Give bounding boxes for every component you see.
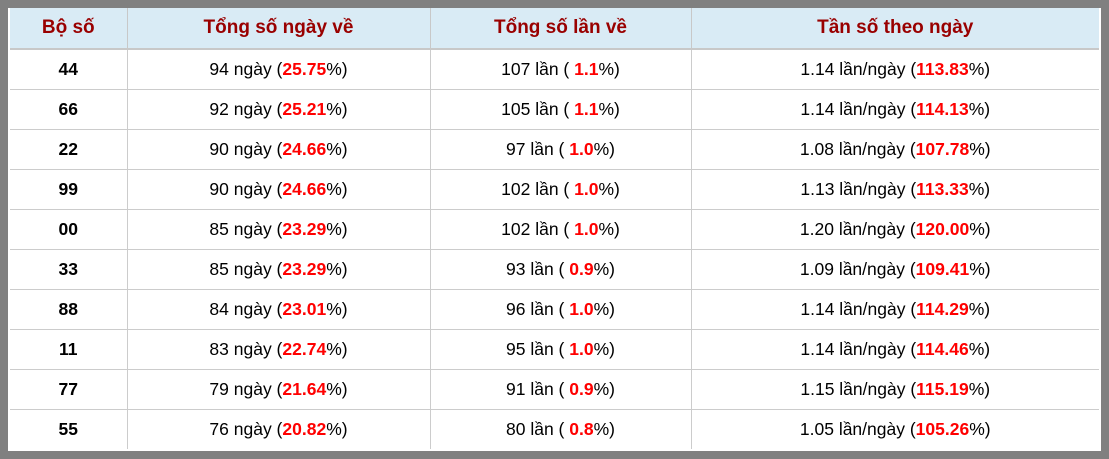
pair-cell: 55 bbox=[10, 409, 128, 449]
frequency-cell: 1.14 lần/ngày (114.13%) bbox=[691, 89, 1099, 131]
pair-cell: 44 bbox=[10, 49, 128, 91]
highlight-percent: 24.66 bbox=[282, 139, 327, 160]
total-days-cell: 85 ngày (23.29%) bbox=[127, 249, 431, 291]
highlight-percent: 114.13 bbox=[916, 99, 969, 120]
pair-cell: 22 bbox=[10, 129, 128, 171]
frequency-cell: 1.09 lần/ngày (109.41%) bbox=[691, 249, 1099, 291]
total-days-cell: 76 ngày (20.82%) bbox=[127, 409, 431, 449]
highlight-percent: 107.78 bbox=[915, 139, 970, 160]
header-total-days: Tổng số ngày về bbox=[127, 8, 431, 50]
table-row: 22 90 ngày (24.66%) 97 lần ( 1.0%) 1.08 lần… bbox=[10, 129, 1099, 171]
highlight-percent: 105.26 bbox=[915, 419, 970, 440]
header-row: Bộ số Tổng số ngày về Tổng số lần về Tần… bbox=[10, 8, 1099, 50]
highlight-percent: 20.82 bbox=[282, 419, 327, 440]
total-days-cell: 79 ngày (21.64%) bbox=[127, 369, 431, 411]
total-days-cell: 94 ngày (25.75%) bbox=[127, 49, 431, 91]
highlight-percent: 113.33 bbox=[916, 179, 969, 200]
total-times-cell: 107 lần ( 1.1%) bbox=[430, 49, 692, 91]
frequency-cell: 1.05 lần/ngày (105.26%) bbox=[691, 409, 1099, 449]
frequency-cell: 1.13 lần/ngày (113.33%) bbox=[691, 169, 1099, 211]
table-body: 44 94 ngày (25.75%) 107 lần ( 1.1%) 1.14 lầ… bbox=[10, 49, 1099, 449]
total-times-cell: 91 lần ( 0.9%) bbox=[430, 369, 692, 411]
table-row: 77 79 ngày (21.64%) 91 lần ( 0.9%) 1.15 lần… bbox=[10, 369, 1099, 411]
highlight-percent: 1.0 bbox=[574, 219, 599, 240]
total-times-cell: 102 lần ( 1.0%) bbox=[430, 209, 692, 251]
highlight-percent: 25.21 bbox=[282, 99, 327, 120]
total-times-cell: 96 lần ( 1.0%) bbox=[430, 289, 692, 331]
pair-cell: 99 bbox=[10, 169, 128, 211]
pair-cell: 33 bbox=[10, 249, 128, 291]
highlight-percent: 1.0 bbox=[569, 339, 594, 360]
highlight-percent: 23.29 bbox=[282, 219, 327, 240]
highlight-percent: 1.0 bbox=[569, 299, 594, 320]
frequency-cell: 1.20 lần/ngày (120.00%) bbox=[691, 209, 1099, 251]
table-row: 00 85 ngày (23.29%) 102 lần ( 1.0%) 1.20 lầ… bbox=[10, 209, 1099, 251]
highlight-percent: 23.01 bbox=[282, 299, 327, 320]
lottery-pair-stats-table: Bộ số Tổng số ngày về Tổng số lần về Tần… bbox=[10, 8, 1099, 449]
table-row: 99 90 ngày (24.66%) 102 lần ( 1.0%) 1.13 lầ… bbox=[10, 169, 1099, 211]
pair-cell: 66 bbox=[10, 89, 128, 131]
header-frequency: Tần số theo ngày bbox=[691, 8, 1099, 50]
frequency-cell: 1.14 lần/ngày (113.83%) bbox=[691, 49, 1099, 91]
highlight-percent: 109.41 bbox=[915, 259, 970, 280]
highlight-percent: 0.8 bbox=[569, 419, 594, 440]
total-times-cell: 97 lần ( 1.0%) bbox=[430, 129, 692, 171]
highlight-percent: 1.1 bbox=[574, 99, 599, 120]
pair-cell: 00 bbox=[10, 209, 128, 251]
highlight-percent: 0.9 bbox=[569, 379, 594, 400]
highlight-percent: 0.9 bbox=[569, 259, 594, 280]
frequency-cell: 1.14 lần/ngày (114.29%) bbox=[691, 289, 1099, 331]
table-row: 33 85 ngày (23.29%) 93 lần ( 0.9%) 1.09 lần… bbox=[10, 249, 1099, 291]
table-row: 55 76 ngày (20.82%) 80 lần ( 0.8%) 1.05 lần… bbox=[10, 409, 1099, 449]
highlight-percent: 113.83 bbox=[916, 59, 969, 80]
total-times-cell: 93 lần ( 0.9%) bbox=[430, 249, 692, 291]
total-days-cell: 90 ngày (24.66%) bbox=[127, 129, 431, 171]
total-times-cell: 80 lần ( 0.8%) bbox=[430, 409, 692, 449]
total-days-cell: 90 ngày (24.66%) bbox=[127, 169, 431, 211]
total-days-cell: 92 ngày (25.21%) bbox=[127, 89, 431, 131]
table-row: 44 94 ngày (25.75%) 107 lần ( 1.1%) 1.14 lầ… bbox=[10, 49, 1099, 91]
total-times-cell: 95 lần ( 1.0%) bbox=[430, 329, 692, 371]
header-pair: Bộ số bbox=[10, 8, 128, 50]
total-days-cell: 84 ngày (23.01%) bbox=[127, 289, 431, 331]
total-days-cell: 83 ngày (22.74%) bbox=[127, 329, 431, 371]
highlight-percent: 1.0 bbox=[569, 139, 594, 160]
highlight-percent: 23.29 bbox=[282, 259, 327, 280]
frequency-cell: 1.08 lần/ngày (107.78%) bbox=[691, 129, 1099, 171]
pair-cell: 88 bbox=[10, 289, 128, 331]
pair-cell: 77 bbox=[10, 369, 128, 411]
total-days-cell: 85 ngày (23.29%) bbox=[127, 209, 431, 251]
frequency-cell: 1.14 lần/ngày (114.46%) bbox=[691, 329, 1099, 371]
header-total-times: Tổng số lần về bbox=[430, 8, 692, 50]
highlight-percent: 114.29 bbox=[916, 299, 969, 320]
table-row: 88 84 ngày (23.01%) 96 lần ( 1.0%) 1.14 lần… bbox=[10, 289, 1099, 331]
total-times-cell: 102 lần ( 1.0%) bbox=[430, 169, 692, 211]
total-times-cell: 105 lần ( 1.1%) bbox=[430, 89, 692, 131]
frequency-cell: 1.15 lần/ngày (115.19%) bbox=[691, 369, 1099, 411]
highlight-percent: 1.0 bbox=[574, 179, 599, 200]
highlight-percent: 21.64 bbox=[282, 379, 327, 400]
highlight-percent: 115.19 bbox=[916, 379, 969, 400]
highlight-percent: 24.66 bbox=[282, 179, 327, 200]
highlight-percent: 114.46 bbox=[916, 339, 969, 360]
highlight-percent: 22.74 bbox=[282, 339, 327, 360]
highlight-percent: 1.1 bbox=[574, 59, 599, 80]
pair-cell: 11 bbox=[10, 329, 128, 371]
highlight-percent: 120.00 bbox=[915, 219, 970, 240]
table-row: 11 83 ngày (22.74%) 95 lần ( 1.0%) 1.14 lần… bbox=[10, 329, 1099, 371]
highlight-percent: 25.75 bbox=[282, 59, 327, 80]
table-row: 66 92 ngày (25.21%) 105 lần ( 1.1%) 1.14 lầ… bbox=[10, 89, 1099, 131]
